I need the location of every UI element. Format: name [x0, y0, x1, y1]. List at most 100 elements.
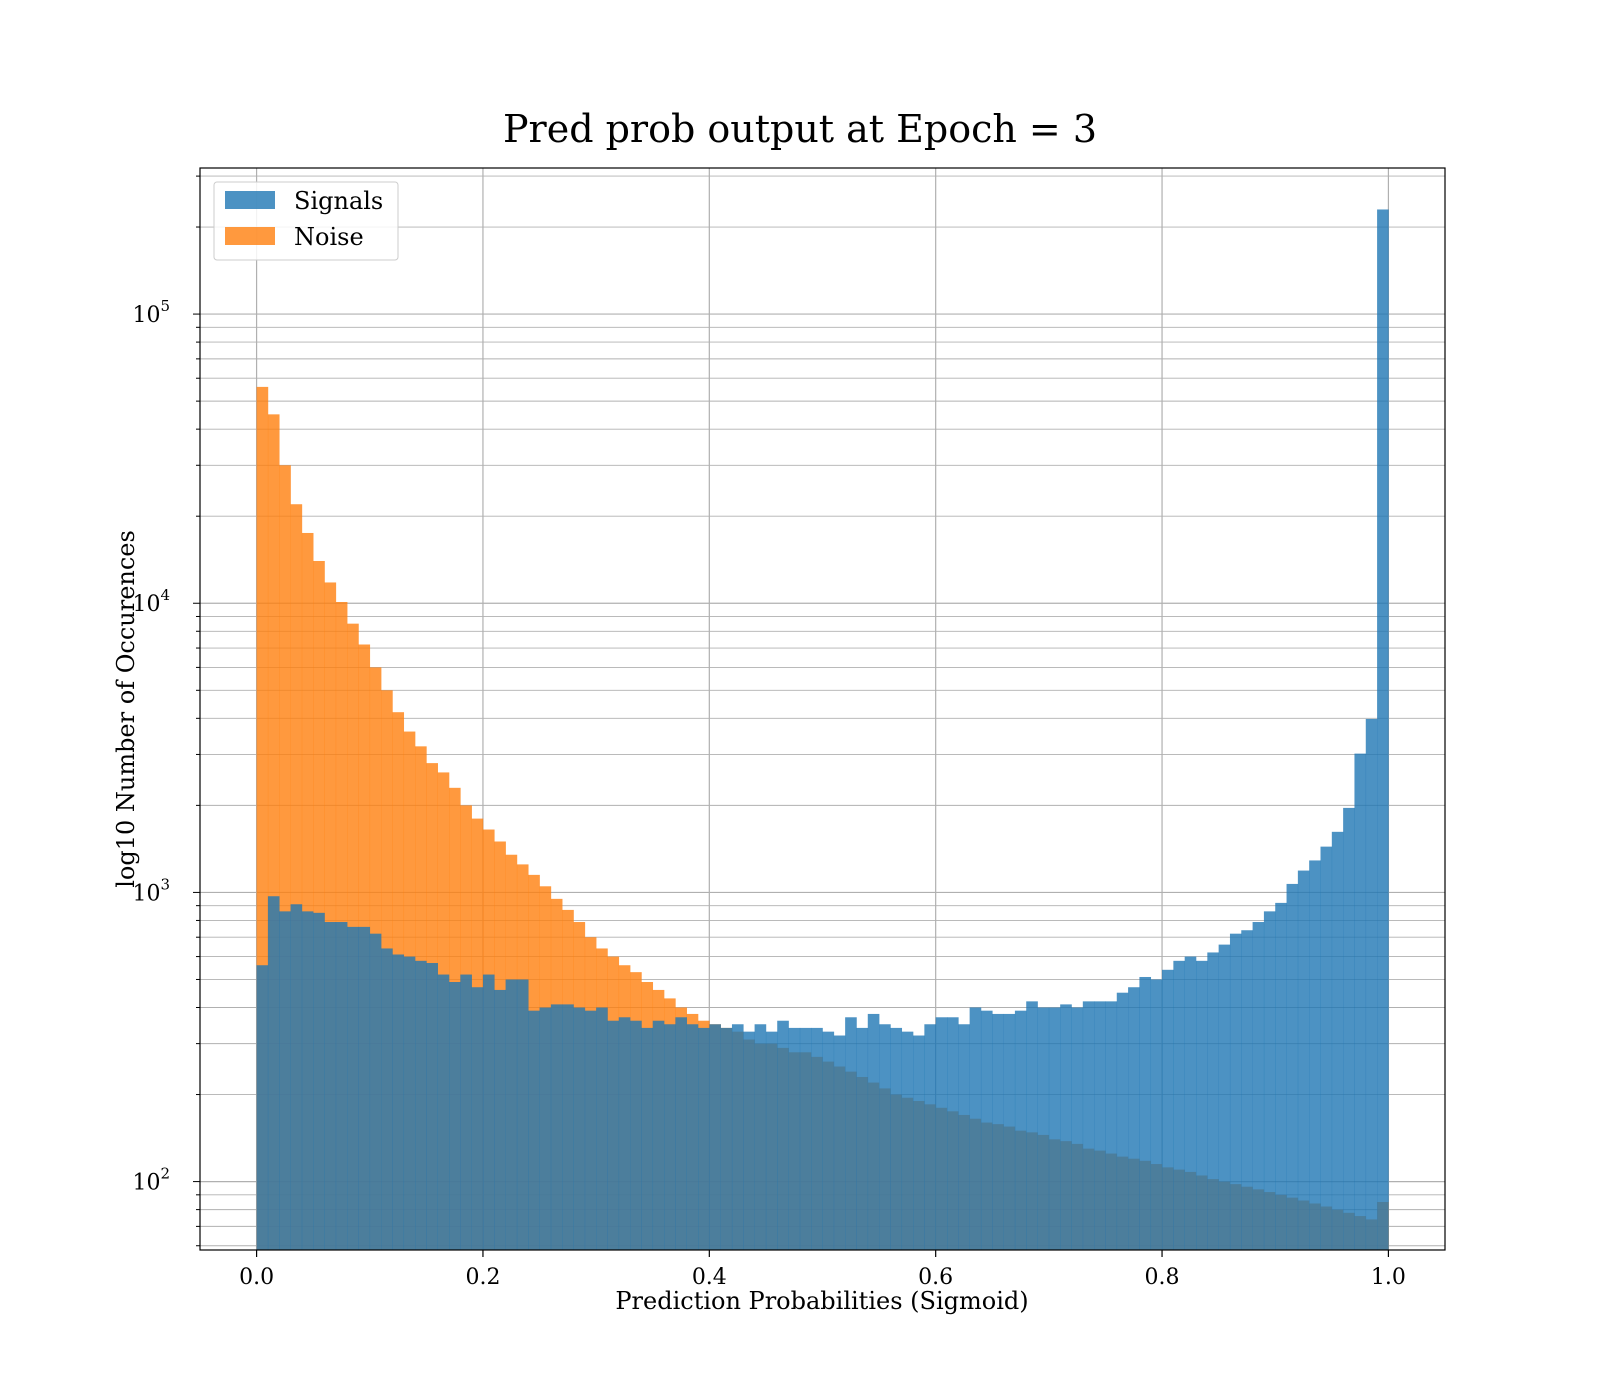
signals-bar [1343, 807, 1355, 1250]
x-axis-ticks: 0.0 0.2 0.4 0.6 0.8 1.0 [239, 1250, 1406, 1290]
legend-label-noise: Noise [294, 223, 364, 251]
noise-bar [324, 582, 337, 1250]
signals-bar [584, 1010, 597, 1250]
y-tick-label: 105 [132, 297, 170, 328]
noise-bar [267, 414, 280, 1250]
signals-bar [935, 1017, 948, 1250]
signals-bar [324, 922, 337, 1250]
noise-bar [313, 560, 325, 1250]
signals-bar [267, 896, 280, 1250]
signals-bar [1241, 930, 1253, 1250]
signals-bar [290, 904, 303, 1250]
signals-bar [652, 1020, 665, 1250]
x-tick-label: 0.4 [692, 1265, 727, 1290]
legend-label-signals: Signals [294, 187, 383, 215]
signals-bar [743, 1031, 755, 1250]
signals-bar [1320, 846, 1333, 1250]
signals-bar [449, 982, 461, 1250]
noise-bar [256, 386, 269, 1250]
signals-bar [1048, 1007, 1061, 1250]
signals-bar [392, 954, 405, 1250]
signals-bar [1071, 1007, 1084, 1250]
plot-frame [199, 167, 1446, 1251]
signals-bar [833, 1035, 846, 1250]
signals-bar [618, 1017, 631, 1250]
signals-bar [879, 1024, 891, 1250]
signals-bar [1331, 831, 1344, 1250]
signals-bar [1286, 883, 1299, 1250]
signals-bar [1207, 952, 1219, 1250]
signals-bar [1082, 1001, 1095, 1250]
signals-bar [358, 926, 371, 1250]
signals-bar [607, 1020, 620, 1250]
signals-bar [381, 948, 393, 1250]
noise-bar [290, 504, 303, 1250]
signals-bar [1229, 933, 1242, 1250]
signals-bar [856, 1027, 869, 1250]
signals-bar [1094, 1001, 1106, 1250]
legend-swatch-signals [225, 191, 275, 209]
signals-bar [516, 979, 529, 1250]
signals-bar [1275, 902, 1287, 1250]
signals-bar [686, 1024, 699, 1250]
signals-bar [596, 1007, 608, 1250]
signals-bar [1377, 209, 1389, 1250]
signals-bar [460, 974, 472, 1250]
signals-bar [698, 1027, 710, 1250]
signals-bar [539, 1007, 552, 1250]
signals-bar [1365, 718, 1378, 1250]
signals-bar [1139, 976, 1152, 1250]
y-axis-label: log10 Number of Occurences [112, 530, 140, 888]
y-tick-exponent: 4 [160, 586, 170, 604]
signals-bar [1116, 992, 1129, 1250]
signals-bar [913, 1035, 925, 1250]
signals-bar [731, 1024, 744, 1250]
signals-bar [867, 1013, 880, 1250]
signals-bar [720, 1027, 733, 1250]
signals-bar [550, 1004, 563, 1250]
signals-bar [369, 933, 382, 1250]
signals-bar [301, 911, 314, 1250]
signals-bar [822, 1031, 835, 1250]
signals-bar [901, 1031, 914, 1250]
noise-bar [301, 532, 314, 1250]
y-tick-exponent: 3 [160, 875, 170, 893]
signals-bar [494, 989, 506, 1250]
signals-bar [777, 1020, 789, 1250]
signals-bar [347, 926, 359, 1250]
signals-bar [675, 1017, 687, 1250]
signals-bar [980, 1010, 993, 1250]
signals-bar [1173, 960, 1185, 1250]
signals-bar [709, 1024, 721, 1250]
signals-bar [415, 960, 427, 1250]
signals-bar [845, 1017, 857, 1250]
signals-series [256, 209, 1389, 1250]
signals-bar [788, 1027, 801, 1250]
signals-bar [1218, 944, 1231, 1250]
chart-title: Pred prob output at Epoch = 3 [503, 107, 1097, 151]
signals-bar [1184, 956, 1197, 1250]
legend: Signals Noise [213, 181, 399, 261]
x-tick-label: 0.8 [1145, 1265, 1180, 1290]
signals-bar [1263, 911, 1276, 1250]
signals-bar [890, 1027, 903, 1250]
signals-bar [969, 1007, 982, 1250]
signals-bar [528, 1010, 540, 1250]
signals-bar [1026, 1001, 1038, 1250]
signals-bar [1150, 979, 1163, 1250]
x-tick-label: 0.2 [465, 1265, 500, 1290]
signals-bar [562, 1004, 574, 1250]
signals-bar [1014, 1010, 1027, 1250]
signals-bar [505, 979, 518, 1250]
signals-bar [482, 974, 495, 1250]
signals-bar [641, 1027, 654, 1250]
y-tick-exponent: 5 [160, 297, 170, 315]
signals-bar [1309, 860, 1321, 1250]
signals-bar [992, 1013, 1004, 1250]
signals-bar [947, 1017, 959, 1250]
signals-bar [1297, 870, 1310, 1250]
signals-bar [958, 1024, 970, 1250]
signals-bar [1003, 1013, 1016, 1250]
